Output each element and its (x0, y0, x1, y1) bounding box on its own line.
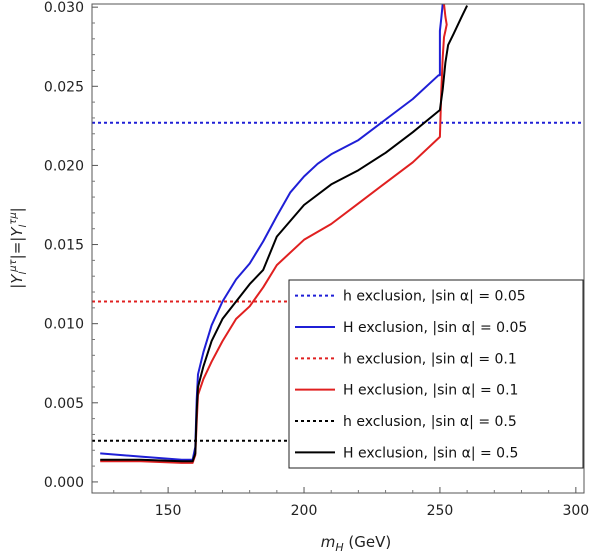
y-axis-title-y2-subscript: l (18, 224, 29, 227)
y-tick-label: 0.010 (44, 317, 84, 333)
x-axis-title-var: m (321, 533, 336, 551)
y-tick-label: 0.000 (44, 475, 84, 491)
y-axis-title-y1-superscript: μτ (8, 258, 19, 272)
y-axis-title-y2: Y (8, 226, 26, 237)
legend-label-h-exclusion-sin-0-1: h exclusion, |sin α| = 0.1 (343, 351, 517, 367)
legend-label-h-exclusion-sin-0-05: h exclusion, |sin α| = 0.05 (343, 289, 526, 305)
y-axis-title-bar-right: | (8, 207, 26, 212)
series-line-h-exclusion-sin-0-5 (100, 5, 468, 463)
legend-label-h-exclusion-sin-0-05: H exclusion, |sin α| = 0.05 (343, 320, 527, 336)
y-tick-label: 0.020 (44, 158, 84, 174)
y-tick-label: 0.025 (44, 79, 84, 95)
y-axis-title-y1: Y (8, 273, 26, 284)
legend-label-h-exclusion-sin-0-5: H exclusion, |sin α| = 0.5 (343, 445, 518, 461)
x-tick-label: 150 (155, 503, 182, 519)
x-tick-label: 300 (562, 503, 589, 519)
tick-layer: 150 200 250 300 0.000 0.005 0.010 0.015 0.020 0.0… (44, 0, 589, 519)
y-tick-label: 0.030 (44, 0, 84, 16)
y-axis-title-equals: |=| (8, 237, 26, 260)
y-tick-label: 0.005 (44, 396, 84, 412)
y-tick-label: 0.015 (44, 238, 84, 254)
x-axis-title-subscript: H (335, 541, 343, 554)
legend-label-h-exclusion-sin-0-5: h exclusion, |sin α| = 0.5 (343, 414, 517, 430)
x-tick-label: 200 (291, 503, 318, 519)
x-axis-title-unit: (GeV) (344, 533, 392, 551)
legend-box (288, 279, 584, 469)
legend: h exclusion, |sin α| = 0.05 H exclusion, … (288, 279, 584, 469)
y-axis-title-y1-subscript: l (18, 272, 29, 275)
y-axis-title: |Ylμτ|=|Ylτμ| (8, 207, 29, 289)
y-axis-title-bar-left: | (8, 284, 26, 289)
x-axis-title: mH (GeV) (321, 533, 392, 554)
y-axis-title-y2-superscript: τμ (8, 212, 19, 224)
plot-frame (91, 3, 585, 494)
legend-label-h-exclusion-sin-0-1: H exclusion, |sin α| = 0.1 (343, 383, 518, 399)
x-tick-label: 250 (427, 503, 454, 519)
